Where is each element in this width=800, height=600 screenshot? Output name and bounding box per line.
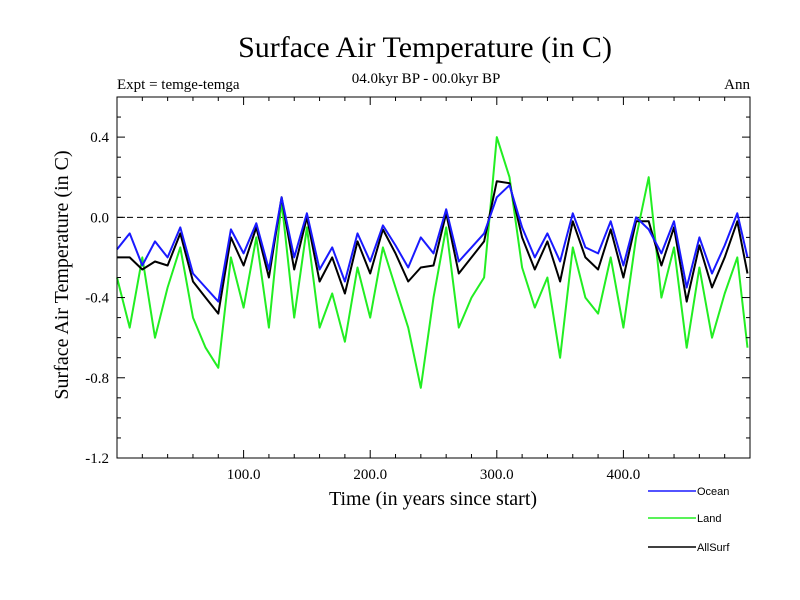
y-tick-label: -0.4: [85, 291, 109, 307]
experiment-label: Expt = temge-temga: [117, 77, 240, 93]
x-tick-label: 300.0: [480, 467, 514, 483]
legend: Ocean Land AllSurf: [648, 486, 730, 554]
plot-area: 100.0 200.0 300.0 400.0 -1.2 -0.8 -0.4 0.0 0.4: [85, 96, 751, 483]
season-label: Ann: [724, 77, 750, 93]
y-tick-label: -0.8: [85, 371, 109, 387]
x-tick-label: 200.0: [353, 467, 387, 483]
legend-label-ocean: Ocean: [697, 486, 729, 498]
legend-label-land: Land: [697, 513, 721, 525]
x-tick-label: 100.0: [227, 467, 261, 483]
plot-frame: [116, 96, 751, 459]
x-axis-label: Time (in years since start): [329, 488, 537, 510]
y-tick-label: 0.4: [90, 130, 109, 146]
y-tick-label: 0.0: [90, 210, 109, 226]
series-line-ocean: [116, 184, 749, 303]
y-axis-label: Surface Air Temperature (in C): [51, 150, 73, 399]
x-tick-label: 400.0: [607, 467, 641, 483]
y-tick-label: -1.2: [85, 451, 109, 467]
chart-subtitle: 04.0kyr BP - 00.0kyr BP: [352, 71, 501, 87]
series-line-land: [116, 136, 749, 389]
legend-label-allsurf: AllSurf: [697, 542, 730, 554]
series-line-allsurf: [117, 180, 749, 315]
chart-title: Surface Air Temperature (in C): [238, 31, 612, 64]
